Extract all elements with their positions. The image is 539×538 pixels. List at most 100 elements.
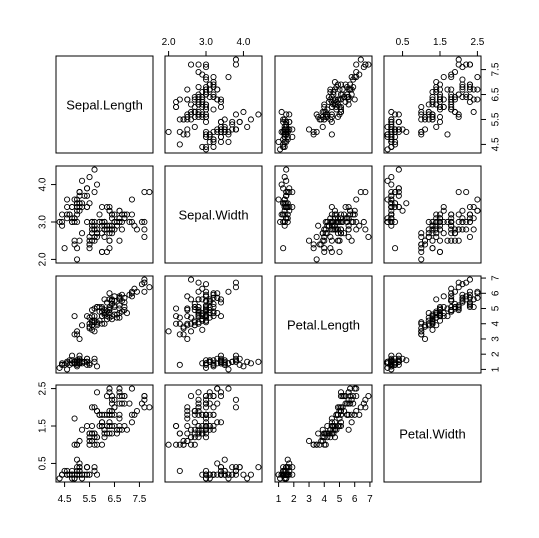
data-point [106,407,113,415]
data-point [199,426,206,433]
data-point [106,430,113,437]
data-point [195,411,202,418]
data-point [191,108,198,116]
data-point [210,422,217,430]
data-point [98,419,106,426]
data-point [365,393,372,400]
data-point [325,430,332,437]
data-point [184,126,191,133]
data-point [79,426,86,433]
data-point [88,422,96,430]
data-point [345,222,352,229]
data-point [436,248,444,255]
data-point [339,91,346,98]
data-point [195,434,202,441]
data-point [433,101,440,108]
data-point [459,218,466,226]
data-point [187,393,195,400]
data-point [232,357,239,364]
data-point [334,230,342,237]
y-tick-label: 3.0 [38,215,49,229]
data-point [91,467,98,474]
data-point [331,434,338,441]
data-point [421,237,429,244]
data-point [463,226,470,233]
data-point [284,456,291,463]
data-point [455,279,462,286]
data-point [318,437,325,445]
data-point [275,138,282,145]
data-point [340,230,348,237]
data-point [116,426,123,433]
data-point [330,218,337,226]
data-point [451,96,459,103]
data-point [180,331,187,338]
data-point [83,464,91,471]
data-point [275,196,282,203]
data-point [69,203,76,211]
data-point [71,237,78,244]
data-point [180,441,187,448]
data-point [331,207,338,214]
data-point [474,74,481,81]
data-point [191,407,198,415]
data-point [425,218,432,226]
data-point [347,211,354,218]
data-point [455,61,462,68]
data-point [440,207,447,214]
data-point [388,128,395,135]
x-tick-label: 2 [291,494,297,505]
data-point [440,303,447,311]
data-point [116,314,123,321]
data-point [440,230,447,237]
data-point [425,320,432,327]
data-point [221,456,228,463]
data-point [187,314,195,321]
data-point [64,211,71,218]
data-point [133,407,140,415]
data-point [333,211,340,218]
data-point [210,81,217,88]
data-point [384,177,391,184]
data-point [353,218,360,226]
data-point [202,308,210,315]
data-point [425,116,432,123]
data-point [176,430,183,437]
data-point [64,366,71,373]
data-point [225,471,232,478]
data-point [59,471,66,478]
data-point [187,61,195,68]
data-point [418,230,425,237]
y-tick-label: 2 [491,351,502,357]
data-point [210,426,217,433]
data-point [281,128,288,135]
data-point [138,400,145,407]
x-tick-label: 4 [321,494,327,505]
data-point [76,352,83,359]
data-point [362,404,369,411]
data-point [337,389,345,396]
data-point [429,319,436,326]
data-point [353,61,360,68]
data-point [113,314,121,321]
data-point [202,76,210,83]
data-point [206,411,213,418]
data-point [324,422,331,430]
y-tick-label: 4.5 [491,137,502,151]
data-point [210,93,217,101]
data-point [121,211,128,218]
data-point [71,415,78,422]
data-point [429,218,436,226]
data-point [202,297,210,304]
data-point [202,475,210,482]
data-point [184,86,191,93]
data-point [433,123,440,130]
data-point [206,422,213,430]
data-point [187,328,195,335]
data-point [191,426,198,433]
data-point [121,400,128,407]
data-point [466,302,473,309]
data-point [225,288,232,295]
y-tick-label: 6.5 [491,87,502,101]
data-point [466,218,473,226]
